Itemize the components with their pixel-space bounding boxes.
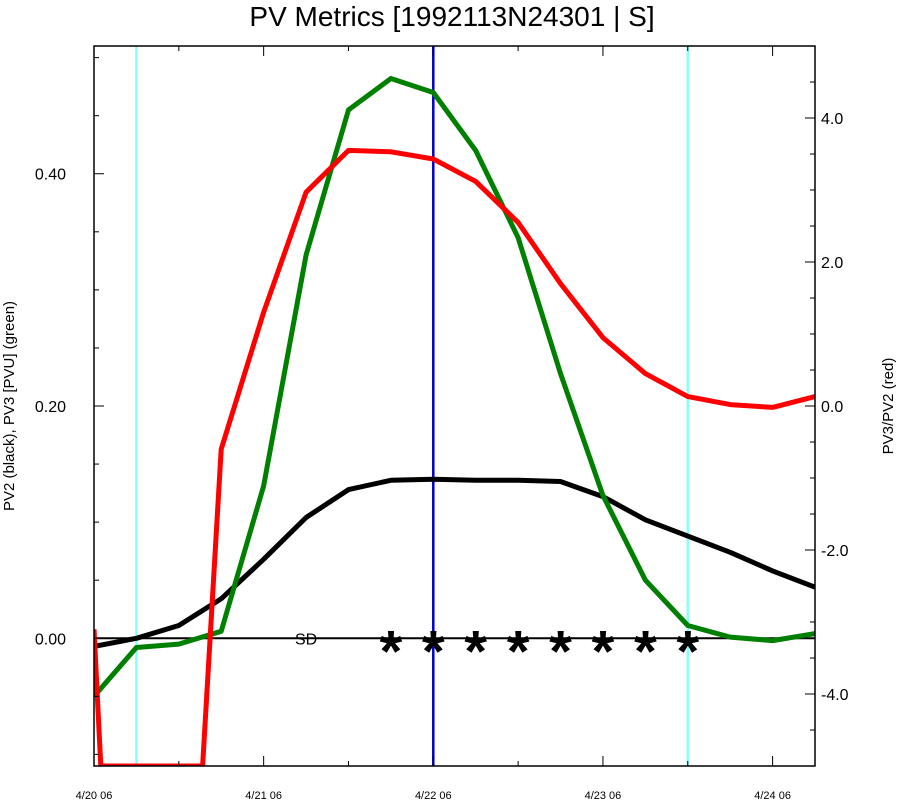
y-axis-label-right: PV3/PV2 (red): [880, 358, 897, 455]
star-marker-3: *: [507, 619, 530, 684]
star-marker-7: *: [676, 619, 699, 684]
chart-title: PV Metrics [1992113N24301 | S]: [249, 1, 654, 32]
x-tick-label-3: 4/23 06: [585, 790, 622, 802]
star-marker-1: *: [422, 619, 445, 684]
star-marker-4: *: [549, 619, 572, 684]
annotation-0: SD: [295, 631, 317, 648]
y-left-tick-label-2: 0.40: [35, 167, 66, 184]
y-left-tick-label-1: 0.20: [35, 399, 66, 416]
x-tick-label-1: 4/21 06: [245, 790, 282, 802]
y-right-tick-label-4: 4.0: [821, 111, 843, 128]
star-marker-2: *: [464, 619, 487, 684]
y-right-tick-label-3: 2.0: [821, 255, 843, 272]
series-line-0: [94, 476, 815, 649]
series-line-2: [94, 147, 815, 766]
y-axis-label-left: PV2 (black), PV3 [PVU] (green): [1, 301, 18, 511]
y-right-tick-label-2: 0.0: [821, 399, 843, 416]
plot-frame: [93, 45, 816, 767]
x-tick-label-2: 4/22 06: [415, 790, 452, 802]
x-tick-label-4: 4/24 06: [754, 790, 791, 802]
star-marker-0: *: [380, 619, 403, 684]
y-right-tick-label-1: -2.0: [821, 543, 849, 560]
y-left-tick-label-0: 0.00: [35, 631, 66, 648]
x-tick-label-0: 4/20 06: [76, 790, 113, 802]
star-marker-5: *: [592, 619, 615, 684]
y-right-tick-label-0: -4.0: [821, 687, 849, 704]
star-marker-6: *: [634, 619, 657, 684]
series-line-1: [94, 76, 815, 698]
